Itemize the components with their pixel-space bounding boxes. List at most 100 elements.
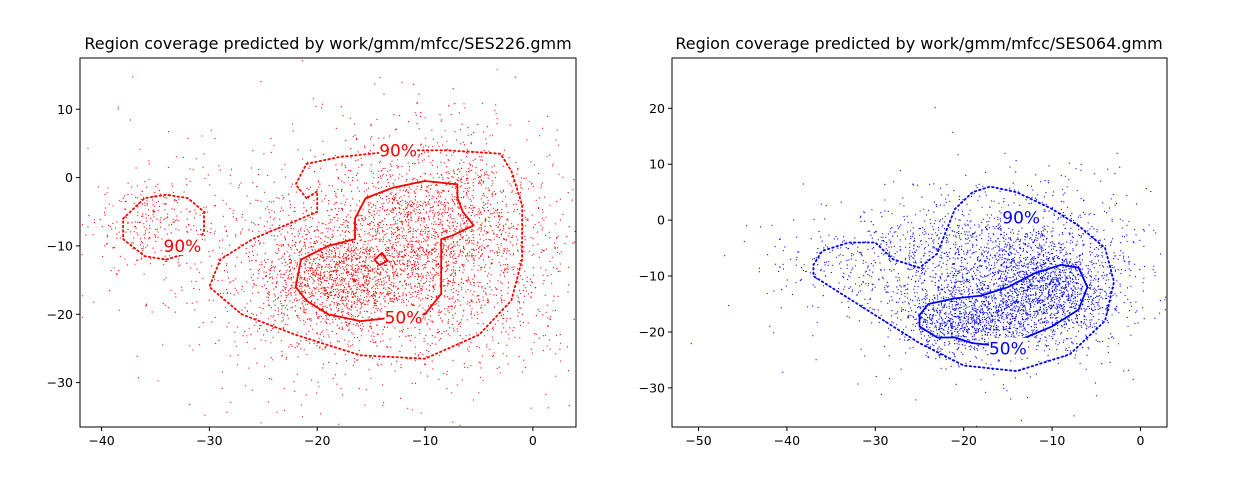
chart-left-point xyxy=(316,342,318,344)
chart-left-point xyxy=(472,301,474,303)
chart-left-point xyxy=(476,244,478,246)
chart-left-point xyxy=(309,268,311,270)
chart-left-point xyxy=(458,213,460,215)
chart-left-point xyxy=(391,236,393,238)
chart-left-point xyxy=(407,222,410,224)
chart-left-point xyxy=(516,309,519,311)
chart-left-point xyxy=(194,309,196,311)
chart-left-point xyxy=(416,102,418,104)
chart-left-point xyxy=(343,260,345,262)
chart-left-point xyxy=(258,230,260,232)
chart-left-point xyxy=(422,249,424,251)
chart-left-point xyxy=(235,236,237,238)
chart-left-point xyxy=(547,317,549,319)
chart-left-point xyxy=(211,265,213,267)
chart-left-point xyxy=(353,279,355,281)
chart-left-point xyxy=(390,230,392,232)
chart-left-point xyxy=(465,335,467,337)
chart-left-point xyxy=(305,312,307,314)
chart-left-point xyxy=(253,283,255,285)
chart-left-point xyxy=(267,293,270,295)
chart-left-point xyxy=(286,314,289,316)
chart-left-point xyxy=(504,269,506,271)
chart-left-point xyxy=(310,300,313,302)
chart-left-point xyxy=(305,219,307,221)
chart-left-point xyxy=(143,223,145,225)
chart-left-point xyxy=(337,177,340,180)
chart-left-point xyxy=(389,224,392,226)
chart-left-point xyxy=(393,114,395,116)
chart-left-point xyxy=(392,286,394,288)
chart-left-point xyxy=(473,249,475,252)
chart-left-point xyxy=(549,154,551,156)
chart-left-point xyxy=(501,302,503,304)
chart-left-point xyxy=(476,317,479,319)
chart-right-point xyxy=(954,356,956,358)
chart-left-point xyxy=(469,170,471,172)
chart-left-point xyxy=(392,259,394,261)
chart-left-point xyxy=(482,206,484,209)
chart-left-point xyxy=(402,259,404,261)
chart-left-point xyxy=(370,312,372,314)
chart-left-point xyxy=(459,186,461,188)
chart-left-point xyxy=(342,295,344,298)
chart-left-point xyxy=(554,223,557,225)
chart-left-point xyxy=(309,275,311,278)
chart-left-point xyxy=(302,305,304,307)
chart-left-point xyxy=(522,321,525,324)
chart-left-point xyxy=(476,311,478,313)
chart-left-point xyxy=(406,284,408,286)
chart-left-point xyxy=(468,212,470,214)
chart-left-point xyxy=(316,226,318,228)
chart-left-point xyxy=(504,196,507,198)
chart-left-point xyxy=(464,217,466,219)
chart-left-point xyxy=(366,292,368,294)
chart-left-point xyxy=(219,240,221,242)
chart-left-point xyxy=(335,282,337,284)
chart-left-point xyxy=(362,208,364,210)
chart-left-point xyxy=(386,240,388,242)
chart-left-point xyxy=(289,269,291,271)
chart-left-point xyxy=(433,275,435,278)
chart-left-point xyxy=(225,230,227,232)
chart-left-point xyxy=(415,254,417,256)
chart-left-point xyxy=(324,289,326,292)
chart-left-point xyxy=(351,240,353,243)
chart-left-point xyxy=(301,297,303,299)
chart-left-point xyxy=(403,263,406,265)
chart-left-point xyxy=(440,174,442,176)
chart-left-point xyxy=(402,299,404,301)
chart-left-point xyxy=(280,273,282,275)
chart-left-point xyxy=(473,291,475,293)
chart-left-point xyxy=(283,409,286,411)
chart-left-point xyxy=(480,228,482,230)
chart-left-point xyxy=(412,233,414,235)
chart-left-point xyxy=(190,267,192,269)
chart-left-point xyxy=(304,238,306,240)
chart-left-point xyxy=(453,152,455,154)
chart-left-point xyxy=(237,354,239,356)
chart-left-point xyxy=(397,226,399,228)
chart-left-point xyxy=(420,412,422,414)
chart-left-point xyxy=(317,266,319,268)
chart-left-point xyxy=(433,234,435,237)
chart-left-point xyxy=(372,222,374,224)
chart-left-point xyxy=(323,259,325,261)
chart-left-point xyxy=(337,217,339,219)
chart-left-point xyxy=(485,264,487,266)
chart-left-point xyxy=(389,242,391,244)
chart-left-point xyxy=(172,192,175,194)
chart-left-point xyxy=(538,256,541,258)
chart-left-point xyxy=(540,187,542,189)
chart-left-point xyxy=(352,230,354,232)
chart-left-point xyxy=(469,204,472,206)
chart-left-point xyxy=(87,226,89,228)
chart-left-point xyxy=(392,300,394,302)
chart-left-point xyxy=(136,355,138,357)
chart-left-point xyxy=(387,247,390,249)
chart-left-contour-label: 50% xyxy=(385,309,423,329)
chart-left-point xyxy=(388,239,390,241)
chart-left-point xyxy=(543,280,545,282)
chart-left-point xyxy=(214,278,216,280)
chart-left-point xyxy=(297,331,299,333)
